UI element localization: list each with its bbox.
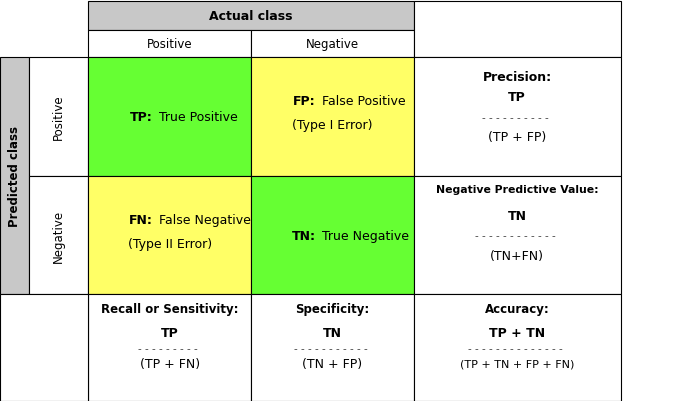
Text: FP:: FP: — [293, 95, 316, 108]
Text: TP:: TP: — [130, 111, 153, 124]
Text: TP: TP — [508, 91, 526, 104]
Bar — [251, 295, 414, 401]
Text: - - - - - - - - - - - - - -: - - - - - - - - - - - - - - — [468, 343, 566, 353]
Bar — [414, 2, 621, 58]
Text: Negative: Negative — [52, 209, 65, 262]
Text: False Negative: False Negative — [155, 213, 250, 226]
Bar — [29, 58, 88, 176]
Bar — [414, 295, 621, 401]
Text: (TP + FP): (TP + FP) — [488, 131, 546, 144]
Text: True Negative: True Negative — [318, 229, 409, 242]
Bar — [29, 176, 88, 295]
Text: Actual class: Actual class — [209, 10, 293, 23]
Text: Negative Predictive Value:: Negative Predictive Value: — [436, 184, 598, 194]
Text: True Positive: True Positive — [155, 111, 238, 124]
Text: TP: TP — [161, 326, 178, 339]
Bar — [0, 58, 29, 295]
Text: Predicted class: Predicted class — [8, 126, 21, 227]
Text: Precision:: Precision: — [483, 71, 552, 84]
Text: TP + TN: TP + TN — [489, 326, 545, 339]
Bar — [414, 58, 621, 176]
Bar — [414, 176, 621, 295]
Text: TN: TN — [507, 209, 527, 222]
Bar — [88, 176, 251, 295]
Text: Accuracy:: Accuracy: — [485, 302, 550, 315]
Text: - - - - - - - - - - - -: - - - - - - - - - - - - — [475, 231, 559, 241]
Text: (TP + FN): (TP + FN) — [139, 356, 200, 370]
Text: Specificity:: Specificity: — [295, 302, 369, 315]
Bar — [251, 58, 414, 176]
Text: (Type II Error): (Type II Error) — [128, 237, 211, 250]
Text: FN:: FN: — [129, 213, 153, 226]
Text: False Positive: False Positive — [318, 95, 405, 108]
Text: (TN+FN): (TN+FN) — [490, 249, 544, 262]
Text: (Type I Error): (Type I Error) — [292, 119, 373, 132]
Text: Recall or Sensitivity:: Recall or Sensitivity: — [101, 302, 238, 315]
Bar — [251, 31, 414, 58]
Bar — [88, 58, 251, 176]
Bar — [0, 295, 88, 401]
Text: - - - - - - - - -: - - - - - - - - - — [138, 343, 201, 353]
Text: Negative: Negative — [306, 38, 359, 51]
Bar — [88, 295, 251, 401]
Text: - - - - - - - - - -: - - - - - - - - - - — [482, 112, 553, 122]
Text: TN:: TN: — [291, 229, 316, 242]
Text: TN: TN — [323, 326, 342, 339]
Bar — [88, 2, 414, 31]
Text: (TN + FP): (TN + FP) — [302, 356, 363, 370]
Bar — [88, 31, 251, 58]
Text: Positive: Positive — [52, 95, 65, 140]
Text: (TP + TN + FP + FN): (TP + TN + FP + FN) — [460, 358, 574, 368]
Text: Positive: Positive — [147, 38, 192, 51]
Text: - - - - - - - - - - -: - - - - - - - - - - - — [294, 343, 371, 353]
Bar — [251, 176, 414, 295]
